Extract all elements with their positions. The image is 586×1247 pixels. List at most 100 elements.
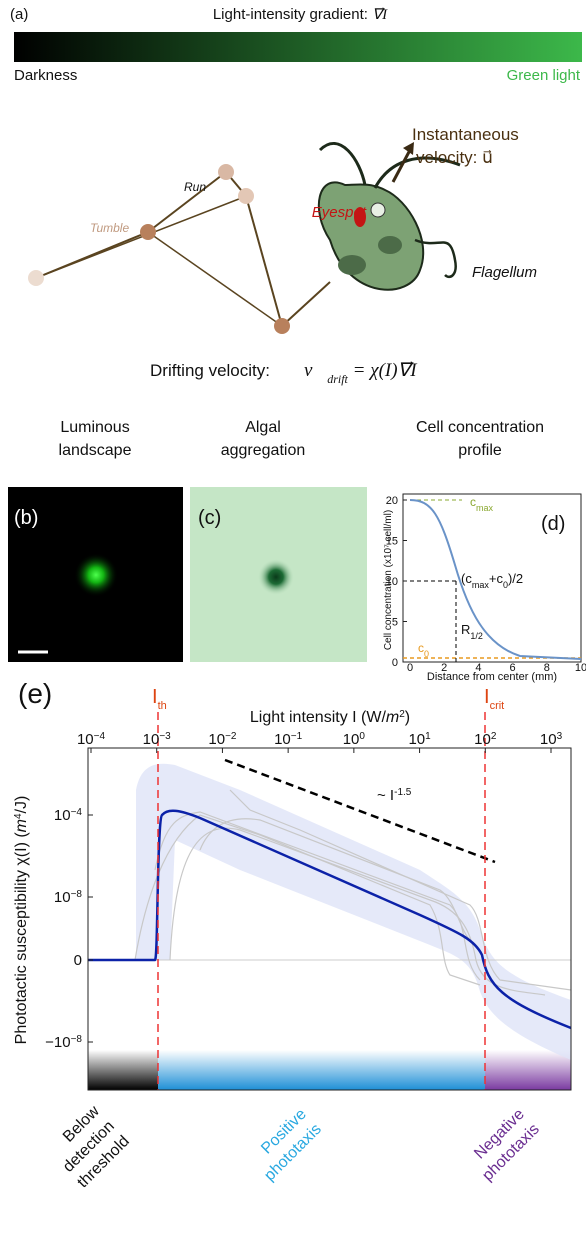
panel-title: Algal: [245, 419, 281, 436]
panel-label: (d): [541, 513, 565, 535]
top-tick-label: 10−1: [274, 731, 303, 749]
tick-exp: −4: [71, 807, 83, 818]
tick-exp: 3: [557, 731, 563, 742]
axis-part: Phototactic susceptibility χ(I) (: [13, 832, 30, 1045]
left-label: Darkness: [14, 67, 77, 84]
label-part: I: [152, 686, 158, 708]
tick-base: 10: [408, 731, 425, 748]
y-tick-label: 20: [386, 495, 398, 507]
formula-part: v⃗: [304, 360, 327, 381]
y-axis-title: Cell concentration (x10⁷ cell/ml): [383, 510, 394, 650]
y-tick-label: −10−8: [45, 1034, 82, 1052]
y-tick-label: 10−4: [54, 807, 83, 825]
panel-title: Light-intensity gradient: ∇⃗I: [213, 6, 388, 23]
panel-label: (a): [10, 6, 28, 23]
panel-title: Cell concentration: [416, 419, 544, 436]
label-part: ~ I: [377, 787, 394, 804]
label-part: )/2: [508, 571, 523, 586]
title-text: Light-intensity gradient:: [213, 6, 372, 23]
title-formula: ∇⃗I: [372, 7, 388, 23]
right-label: Green light: [507, 67, 581, 84]
tick-base: 10: [54, 889, 71, 906]
flagellum-label: Flagellum: [472, 264, 537, 281]
y-tick-label: 15: [386, 536, 398, 548]
x-axis-title: Distance from center (mm): [427, 671, 557, 683]
y-tick-label: 5: [392, 617, 398, 629]
plot-frame: [402, 493, 582, 663]
experiment-curves: [134, 789, 572, 996]
axis-part: m: [386, 709, 399, 726]
eyespot-label: Eyespot: [312, 204, 367, 221]
threshold-label: Ith: [152, 686, 167, 712]
gradient-bar: [14, 32, 582, 62]
axis-part: ): [405, 709, 410, 726]
slope-label: ~ I-1.5: [377, 787, 412, 805]
tick-base: 10: [274, 731, 291, 748]
cmax-label: cmax: [470, 495, 494, 513]
y-tick-label: 0: [392, 657, 398, 669]
x-tick-label: 0: [407, 662, 413, 674]
tick-base: −10: [45, 1034, 70, 1051]
light-spot: [74, 553, 118, 597]
tumble-label: Tumble: [90, 221, 129, 235]
axis-part: 4: [13, 813, 24, 819]
formula-part: drift: [327, 372, 348, 386]
top-tick-label: 102: [474, 731, 497, 749]
panel-label: (c): [198, 507, 221, 529]
label-part: R: [461, 622, 470, 637]
label-part: 1/2: [470, 631, 483, 641]
cell-drawing: [317, 142, 461, 291]
x-tick-label: 6: [510, 662, 516, 674]
formula-part: = χ(I)∇⃗I: [348, 360, 418, 381]
y-tick-label: 10: [386, 576, 398, 588]
tick-base: 10: [77, 731, 94, 748]
x-tick-label: 4: [475, 662, 481, 674]
top-tick-label: 100: [343, 731, 366, 749]
velocity-label: velocity: u⃗: [416, 148, 493, 167]
tick-base: 10: [540, 731, 557, 748]
y-tick-label: 0: [74, 952, 82, 969]
panel-title: landscape: [59, 442, 132, 459]
x-tick-label: 10: [575, 662, 586, 674]
profile-curve: [409, 499, 582, 660]
region-bar: [485, 1050, 571, 1090]
aggregate-spot: [258, 559, 294, 595]
plot-frame: [87, 747, 572, 1091]
label-part: max: [472, 580, 490, 590]
label-part: c: [418, 641, 424, 655]
tick-base: 0: [74, 952, 82, 969]
label-part: 0: [503, 580, 508, 590]
r-half-label: R1/2: [461, 622, 483, 641]
y-axis-title: Phototactic susceptibility χ(I) (m4/J): [13, 796, 31, 1045]
label-part: c: [470, 495, 476, 509]
axis-part: 2: [399, 709, 405, 720]
label-part: (c: [461, 571, 472, 586]
tick-exp: −8: [71, 1034, 83, 1045]
c0-label: c0: [418, 641, 429, 659]
profile-chart: [402, 493, 582, 663]
panel-title: aggregation: [221, 442, 306, 459]
tick-exp: −8: [71, 889, 83, 900]
x-tick-label: 2: [441, 662, 447, 674]
drift-label: Drifting velocity:: [150, 361, 270, 380]
label-part: -1.5: [394, 787, 412, 798]
x-tick-label: 8: [544, 662, 550, 674]
trajectory: [28, 164, 331, 334]
tick-base: 10: [474, 731, 491, 748]
tick-exp: −3: [159, 731, 171, 742]
label-part: +c: [489, 571, 504, 586]
axis-part: /J): [13, 796, 30, 814]
panel-label: (e): [18, 678, 52, 709]
panel-label: (b): [14, 507, 38, 529]
panel-title: Luminous: [60, 419, 129, 436]
tick-base: 10: [343, 731, 360, 748]
region-bar: [88, 1050, 158, 1090]
top-tick-label: 10−3: [143, 731, 172, 749]
velocity-label: Instantaneous: [412, 125, 519, 144]
tick-exp: 1: [425, 731, 431, 742]
top-tick-label: 101: [408, 731, 431, 749]
top-tick-label: 10−2: [208, 731, 237, 749]
plot-e: [87, 712, 572, 1091]
tick-exp: 2: [491, 731, 497, 742]
